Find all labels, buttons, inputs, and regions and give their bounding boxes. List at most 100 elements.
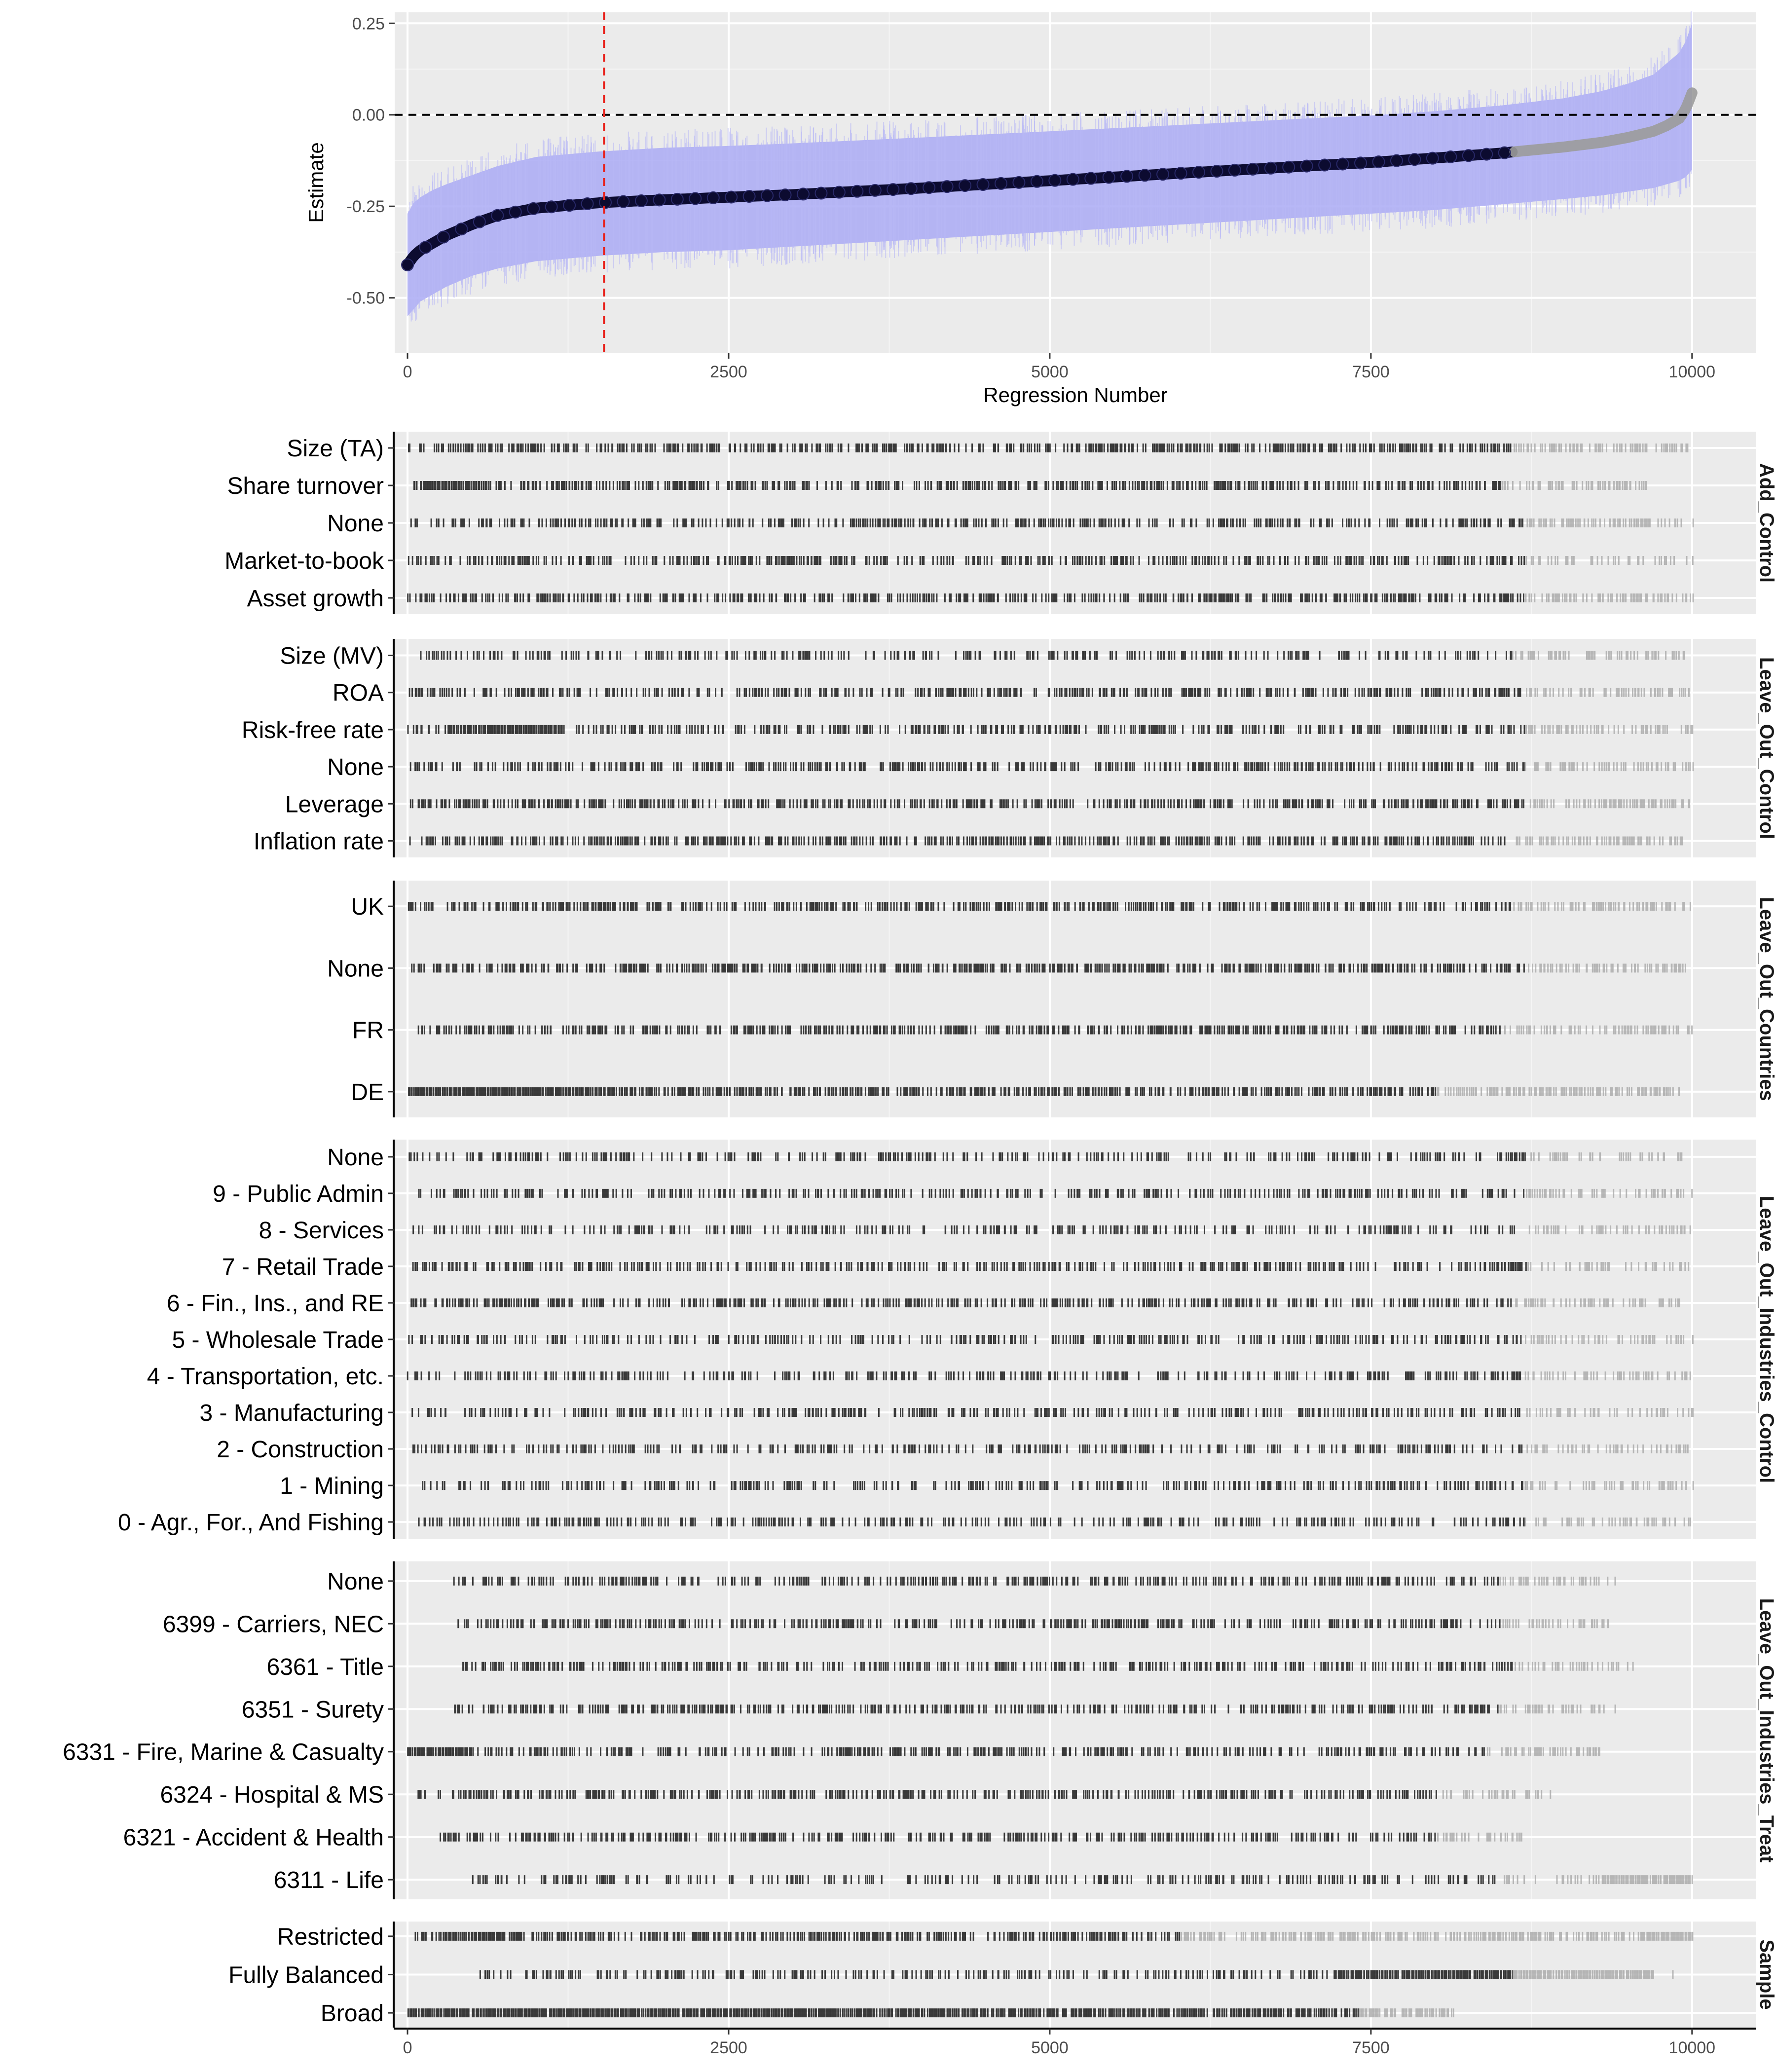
specification-marks	[420, 651, 1513, 660]
specification-marks-nonsignificant	[1527, 1261, 1690, 1271]
estimate-point	[527, 202, 540, 215]
row-label: 7 - Retail Trade	[222, 1254, 384, 1280]
row-label: Fully Balanced	[228, 1962, 384, 1989]
indicator-panels: Size (TA) Share turnover None Market-to-boo…	[63, 432, 1776, 2028]
estimate-point	[1210, 165, 1223, 178]
specification-marks-nonsignificant	[1514, 444, 1689, 453]
specification-marks	[410, 518, 1523, 527]
specification-marks-nonsignificant	[1501, 481, 1647, 490]
row-label: 6311 - Life	[274, 1867, 384, 1893]
estimate-point	[617, 195, 630, 208]
specification-marks	[454, 1704, 1499, 1714]
estimate-point	[1498, 146, 1511, 159]
specification-marks-nonsignificant	[1525, 725, 1694, 734]
strip-background	[1759, 1140, 1776, 1539]
estimate-panel: -0.50 -0.25 0.00 0.25 0 2500 5000 7500 10000 Es…	[304, 11, 1756, 407]
specification-marks	[407, 1747, 1485, 1756]
estimate-y-ticks: -0.50 -0.25 0.00 0.25	[347, 14, 395, 308]
specification-marks	[414, 1931, 1180, 1941]
estimate-point	[923, 181, 936, 194]
strip-background	[1759, 1922, 1776, 2028]
x-axis-label: Regression Number	[983, 383, 1168, 407]
specification-marks	[453, 1576, 1499, 1586]
indicator-panel-background	[395, 1561, 1756, 1899]
specification-marks	[408, 688, 1521, 697]
specification-marks-nonsignificant	[1528, 963, 1686, 973]
estimate-point	[761, 189, 774, 202]
row-label: Size (MV)	[280, 643, 384, 669]
estimate-point	[1408, 153, 1421, 166]
estimate-point	[581, 197, 594, 211]
specification-marks	[412, 1261, 1527, 1271]
x-tick-label: 2500	[710, 363, 747, 381]
estimate-point	[1282, 160, 1295, 174]
specification-marks	[407, 902, 1512, 911]
estimate-point	[509, 205, 522, 219]
specification-marks-nonsignificant	[1513, 1970, 1674, 1979]
estimate-point	[1426, 151, 1439, 165]
estimate-point	[491, 209, 504, 222]
specification-marks-nonsignificant	[1180, 1931, 1694, 1941]
specification-marks	[417, 1790, 1437, 1799]
x-tick-label: 2500	[710, 2038, 747, 2057]
specification-marks-nonsignificant	[1499, 1704, 1616, 1714]
y-tick-label: -0.25	[347, 197, 385, 216]
row-label: 4 - Transportation, etc.	[147, 1364, 384, 1390]
row-label: UK	[351, 894, 384, 920]
estimate-point	[1228, 163, 1241, 177]
estimate-point	[1120, 170, 1134, 183]
specification-marks	[408, 1152, 1526, 1161]
specification-marks	[472, 1875, 1496, 1885]
estimate-point	[940, 180, 954, 193]
specification-marks	[457, 1619, 1501, 1628]
estimate-point	[401, 258, 414, 271]
estimate-point	[904, 182, 918, 195]
estimate-point	[1030, 175, 1043, 188]
estimate-point	[959, 179, 972, 192]
row-label: 8 - Services	[259, 1218, 384, 1244]
estimate-point	[1156, 168, 1170, 181]
estimate-point	[1462, 149, 1475, 162]
indicator-panel: UK None FR DE Leave_Out_Countries	[327, 881, 1776, 1117]
row-label: Share turnover	[227, 473, 384, 499]
estimate-point	[1048, 174, 1062, 187]
indicator-panel: Size (MV) ROA Risk-free rate None Leverage In…	[242, 639, 1776, 857]
x-tick-label: 7500	[1352, 2038, 1390, 2057]
specification-marks	[409, 762, 1525, 772]
specification-marks-nonsignificant	[1504, 1025, 1693, 1035]
y-tick-label: -0.50	[347, 289, 385, 308]
x-tick-label: 5000	[1031, 2038, 1069, 2057]
specification-marks	[479, 1970, 1514, 1979]
estimate-point	[1444, 150, 1457, 163]
panel-strip-label: Leave_Out_Control	[1756, 657, 1776, 839]
row-label: None	[327, 1569, 384, 1595]
estimate-point	[1264, 161, 1277, 175]
specification-marks-nonsignificant	[1442, 1790, 1552, 1799]
y-tick-label: 0.25	[352, 14, 385, 33]
estimate-point	[1012, 176, 1026, 189]
strip-background	[1759, 639, 1776, 857]
specification-marks-nonsignificant	[1486, 1747, 1600, 1756]
estimate-point	[545, 200, 558, 214]
row-label: 6 - Fin., Ins., and RE	[167, 1291, 384, 1317]
panel-strip-label: Add_Control	[1756, 463, 1776, 583]
row-label: ROA	[333, 680, 384, 706]
indicator-panel: None 6399 - Carriers, NEC 6361 - Title 6351…	[63, 1561, 1776, 1899]
non-significant-estimates	[1509, 87, 1698, 157]
specification-marks-nonsignificant	[1525, 593, 1694, 602]
specification-marks	[408, 1087, 1436, 1096]
estimate-point	[814, 186, 828, 200]
specification-marks	[408, 444, 1512, 453]
specification-marks-nonsignificant	[1437, 1832, 1522, 1842]
row-label: 6324 - Hospital & MS	[160, 1782, 384, 1808]
panel-strip-label: Leave_Out_Countries	[1756, 897, 1776, 1101]
specification-marks	[411, 1408, 1520, 1417]
significant-estimates	[402, 147, 1518, 270]
row-label: None	[327, 511, 384, 537]
row-label: 6399 - Carriers, NEC	[163, 1611, 384, 1637]
specification-marks	[417, 1025, 1501, 1035]
specification-marks-nonsignificant	[1504, 1875, 1693, 1885]
indicator-panel-background	[395, 881, 1756, 1117]
y-tick-label: 0.00	[352, 106, 385, 125]
specification-marks	[412, 1444, 1523, 1454]
